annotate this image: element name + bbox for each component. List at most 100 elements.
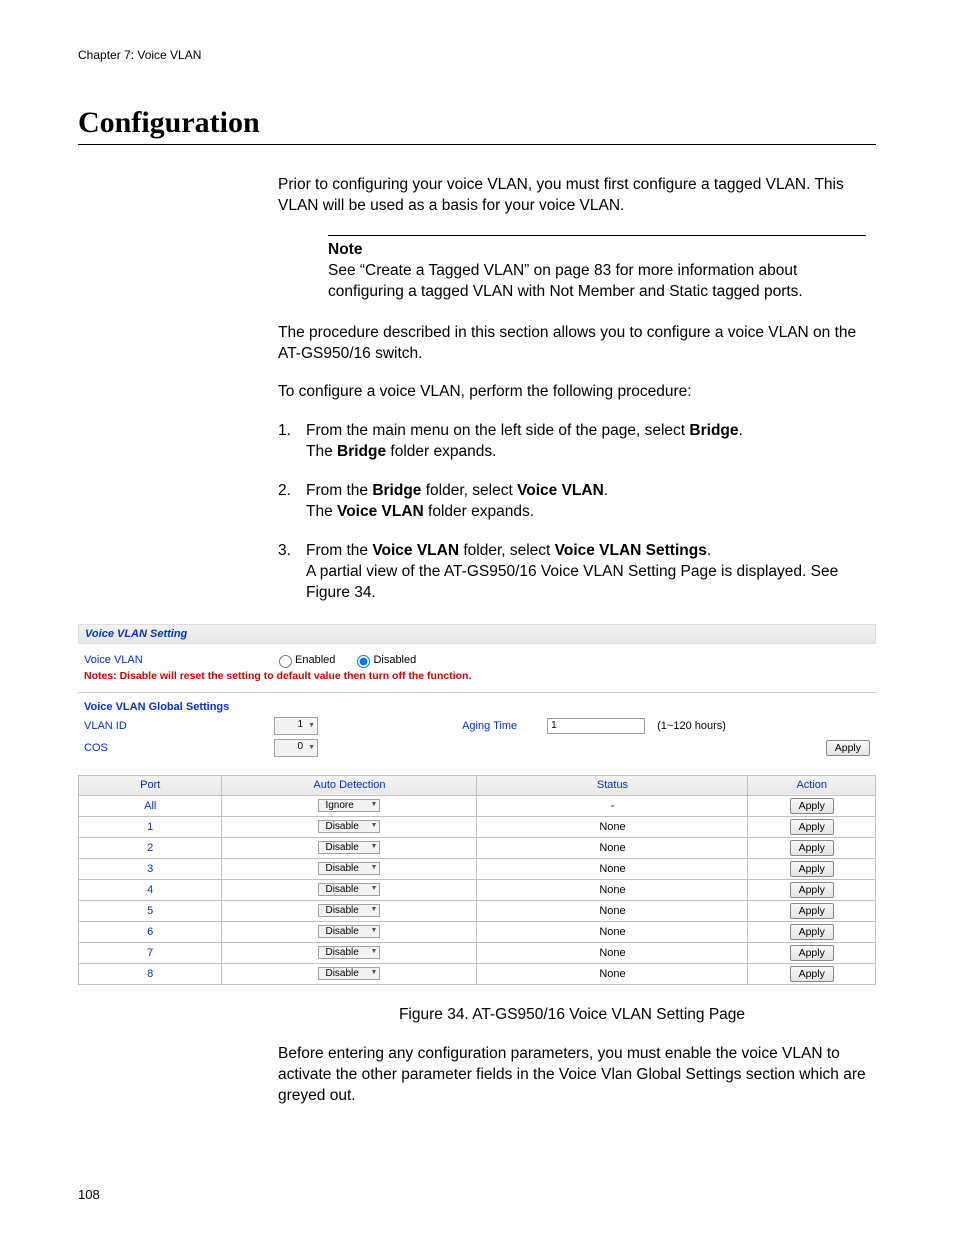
- step-num: 3.: [278, 541, 291, 562]
- cell-status: -: [477, 795, 748, 816]
- panel-title: Voice VLAN Setting: [78, 624, 876, 644]
- voice-vlan-screenshot: Voice VLAN Setting Voice VLAN Enabled Di…: [78, 624, 876, 985]
- disable-warning-note: Notes: Disable will reset the setting to…: [78, 670, 876, 688]
- apply-button-row[interactable]: Apply: [790, 966, 834, 982]
- cell-auto-detection: Ignore: [222, 795, 477, 816]
- step-2: 2. From the Bridge folder, select Voice …: [278, 481, 866, 523]
- cell-auto-detection: Disable: [222, 837, 477, 858]
- step-text-2: The Voice VLAN folder expands.: [306, 503, 534, 520]
- step-text-2: A partial view of the AT-GS950/16 Voice …: [306, 563, 838, 601]
- body-column: Prior to configuring your voice VLAN, yo…: [278, 175, 866, 604]
- auto-detection-select[interactable]: Disable: [318, 904, 380, 917]
- apply-button-row[interactable]: Apply: [790, 945, 834, 961]
- vlan-id-select[interactable]: 1: [274, 717, 318, 735]
- table-row: 5DisableNoneApply: [79, 900, 876, 921]
- cell-port: 1: [79, 816, 222, 837]
- cell-port: All: [79, 795, 222, 816]
- apply-button-row[interactable]: Apply: [790, 798, 834, 814]
- auto-detection-select[interactable]: Disable: [318, 946, 380, 959]
- global-settings-heading: Voice VLAN Global Settings: [84, 701, 274, 713]
- auto-detection-select[interactable]: Disable: [318, 841, 380, 854]
- apply-button-row[interactable]: Apply: [790, 819, 834, 835]
- auto-detection-select[interactable]: Disable: [318, 925, 380, 938]
- step-text: From the Bridge folder, select Voice VLA…: [306, 482, 608, 499]
- auto-detection-select[interactable]: Disable: [318, 883, 380, 896]
- cell-status: None: [477, 963, 748, 984]
- th-auto-detection: Auto Detection: [222, 775, 477, 795]
- apply-button-row[interactable]: Apply: [790, 924, 834, 940]
- page-number: 108: [78, 1187, 876, 1202]
- apply-button-global[interactable]: Apply: [826, 740, 870, 756]
- table-row: 2 Disable None Apply: [79, 837, 876, 858]
- cell-action: Apply: [748, 837, 876, 858]
- cell-action: Apply: [748, 816, 876, 837]
- cos-select[interactable]: 0: [274, 739, 318, 757]
- apply-button-row[interactable]: Apply: [790, 882, 834, 898]
- radio-enabled-text: Enabled: [295, 654, 335, 666]
- cell-auto-detection: Disable: [222, 858, 477, 879]
- apply-button-row[interactable]: Apply: [790, 861, 834, 877]
- auto-detection-select[interactable]: Disable: [318, 862, 380, 875]
- intro-paragraph: Prior to configuring your voice VLAN, yo…: [278, 175, 866, 217]
- cell-status: None: [477, 900, 748, 921]
- divider: [78, 692, 876, 693]
- step-3: 3. From the Voice VLAN folder, select Vo…: [278, 541, 866, 604]
- th-status: Status: [477, 775, 748, 795]
- cell-auto-detection: Disable: [222, 942, 477, 963]
- table-row: 3DisableNoneApply: [79, 858, 876, 879]
- auto-detection-select[interactable]: Ignore: [318, 799, 380, 812]
- port-table: Port Auto Detection Status Action All Ign…: [78, 775, 876, 985]
- note-label: Note: [328, 240, 856, 261]
- th-port: Port: [79, 775, 222, 795]
- table-row: 8 Disable None Apply: [79, 963, 876, 984]
- cell-action: Apply: [748, 879, 876, 900]
- cell-auto-detection: Disable: [222, 963, 477, 984]
- cell-status: None: [477, 879, 748, 900]
- cell-status: None: [477, 858, 748, 879]
- cell-auto-detection: Disable: [222, 879, 477, 900]
- cell-action: Apply: [748, 858, 876, 879]
- table-row: All Ignore - Apply: [79, 795, 876, 816]
- step-text-2: The Bridge folder expands.: [306, 443, 496, 460]
- radio-disabled-label[interactable]: Disabled: [352, 654, 416, 666]
- table-row: 6DisableNoneApply: [79, 921, 876, 942]
- cos-label: COS: [84, 742, 274, 754]
- table-row: 1 Disable None Apply: [79, 816, 876, 837]
- figure-caption: Figure 34. AT-GS950/16 Voice VLAN Settin…: [278, 1005, 866, 1026]
- cell-action: Apply: [748, 795, 876, 816]
- cell-port: 8: [79, 963, 222, 984]
- cell-port: 2: [79, 837, 222, 858]
- radio-enabled[interactable]: [279, 655, 292, 668]
- apply-button-row[interactable]: Apply: [790, 840, 834, 856]
- cell-auto-detection: Disable: [222, 816, 477, 837]
- cell-status: None: [477, 837, 748, 858]
- auto-detection-select[interactable]: Disable: [318, 820, 380, 833]
- cell-port: 4: [79, 879, 222, 900]
- cell-port: 7: [79, 942, 222, 963]
- aging-time-input[interactable]: [547, 718, 645, 734]
- cell-auto-detection: Disable: [222, 921, 477, 942]
- auto-detection-select[interactable]: Disable: [318, 967, 380, 980]
- aging-time-hint: (1~120 hours): [657, 720, 726, 732]
- cell-action: Apply: [748, 900, 876, 921]
- table-row: 7DisableNoneApply: [79, 942, 876, 963]
- step-text: From the Voice VLAN folder, select Voice…: [306, 542, 711, 559]
- paragraph-3: To configure a voice VLAN, perform the f…: [278, 382, 866, 403]
- radio-enabled-label[interactable]: Enabled: [274, 654, 335, 666]
- step-num: 1.: [278, 421, 291, 442]
- radio-disabled-text: Disabled: [373, 654, 416, 666]
- cell-status: None: [477, 816, 748, 837]
- section-title: Configuration: [78, 106, 876, 145]
- step-num: 2.: [278, 481, 291, 502]
- cell-action: Apply: [748, 942, 876, 963]
- cell-status: None: [477, 921, 748, 942]
- radio-disabled[interactable]: [357, 655, 370, 668]
- chapter-header: Chapter 7: Voice VLAN: [78, 48, 876, 62]
- cell-action: Apply: [748, 963, 876, 984]
- procedure-list: 1. From the main menu on the left side o…: [278, 421, 866, 603]
- th-action: Action: [748, 775, 876, 795]
- apply-button-row[interactable]: Apply: [790, 903, 834, 919]
- voice-vlan-label: Voice VLAN: [84, 654, 274, 666]
- note-text: See “Create a Tagged VLAN” on page 83 fo…: [328, 261, 856, 303]
- closing-paragraph: Before entering any configuration parame…: [278, 1044, 866, 1107]
